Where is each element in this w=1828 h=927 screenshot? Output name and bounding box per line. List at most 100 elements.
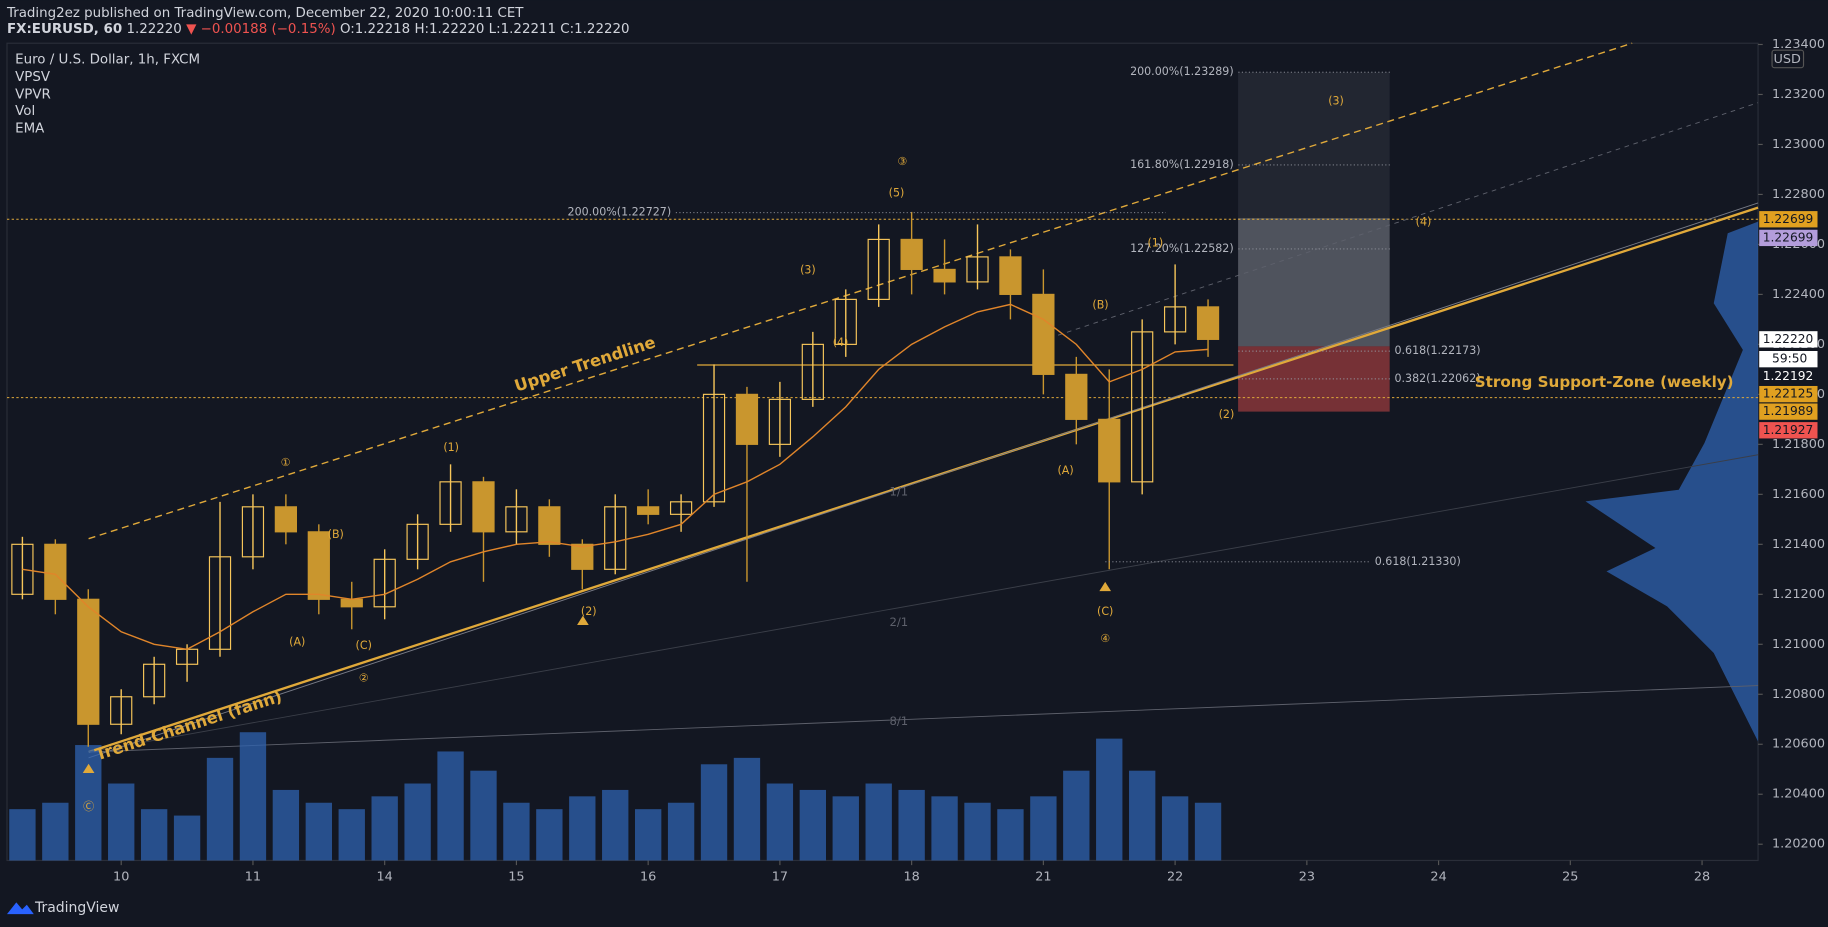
candle-body xyxy=(11,543,34,595)
y-tick-label: 1.21800 xyxy=(1772,437,1825,452)
candle-body xyxy=(637,506,660,515)
fan-label: 1/1 xyxy=(889,485,908,499)
volume-bar xyxy=(206,757,234,861)
wave: (1) xyxy=(443,441,459,454)
fan-line xyxy=(88,685,1759,753)
x-tick-label: 24 xyxy=(1430,869,1446,884)
fib-label: 0.382(1.22062) xyxy=(1395,372,1481,385)
footer-text: TradingView xyxy=(34,900,119,916)
x-tick-label: 22 xyxy=(1167,869,1183,884)
last: 1.22220 xyxy=(126,22,181,37)
volume-bar xyxy=(602,789,629,861)
x-tick-label: 11 xyxy=(245,869,261,884)
wave: (5) xyxy=(889,187,905,200)
price-label: 1.22220 xyxy=(1763,332,1814,346)
volume-bar xyxy=(634,809,662,861)
volume-bar xyxy=(371,796,398,861)
footer: TradingView xyxy=(6,900,119,916)
fib-label: 0.618(1.22173) xyxy=(1395,344,1481,357)
candle-body xyxy=(933,268,956,283)
volume-bar xyxy=(1096,738,1123,861)
wave: (4) xyxy=(833,336,849,349)
volume-bar xyxy=(766,783,794,861)
triangle xyxy=(577,615,589,625)
candle-body xyxy=(472,481,495,533)
wave: Ⓒ xyxy=(83,800,94,813)
wave: (C) xyxy=(1097,605,1113,618)
candle-body xyxy=(44,543,67,600)
volume-bar xyxy=(503,802,530,861)
candle-body xyxy=(1131,331,1154,483)
c: C:1.22220 xyxy=(560,22,629,37)
volume-bar xyxy=(305,802,332,861)
change: ▼ −0.00188 (−0.15%) xyxy=(186,22,336,37)
volume-bar xyxy=(733,757,761,861)
candle-body xyxy=(735,393,759,445)
y-tick-label: 1.23200 xyxy=(1772,87,1825,102)
candle-body xyxy=(208,556,232,650)
triangle xyxy=(82,763,95,774)
volume-bar xyxy=(898,789,925,861)
candle-body xyxy=(406,523,429,560)
volume-bar xyxy=(1063,770,1090,861)
candle-body xyxy=(505,506,528,533)
candle-body xyxy=(439,481,462,525)
wave: (B) xyxy=(1092,299,1108,312)
volume-bar xyxy=(997,809,1024,861)
y-tick-label: 1.21000 xyxy=(1772,637,1825,652)
volume-bar xyxy=(239,732,267,861)
y-tick-label: 1.20800 xyxy=(1772,687,1825,702)
wave: (3) xyxy=(1328,95,1344,108)
x-tick-label: 21 xyxy=(1035,869,1051,884)
legend-item: EMA xyxy=(15,121,45,136)
candle-body xyxy=(834,298,857,345)
candle-body xyxy=(1065,373,1088,420)
candle-body xyxy=(340,598,363,608)
fib-label: 0.618(1.21330) xyxy=(1375,555,1461,568)
volume-bar xyxy=(1161,796,1189,861)
candle-body xyxy=(1098,418,1121,483)
candle-body xyxy=(768,398,792,445)
candle-body xyxy=(1163,306,1187,333)
x-tick-label: 25 xyxy=(1562,869,1578,884)
y-tick-label: 1.23000 xyxy=(1772,137,1825,152)
volume-bar xyxy=(536,809,563,861)
y-tick-label: 1.22400 xyxy=(1772,287,1825,302)
countdown: 59:50 xyxy=(1772,352,1807,366)
upper-trendline xyxy=(88,42,1633,540)
candle-body xyxy=(110,696,133,725)
legend-item: VPVR xyxy=(15,88,51,103)
wave: (3) xyxy=(800,264,816,277)
candle-body xyxy=(801,343,824,400)
mid-line xyxy=(1049,102,1759,339)
candle-body xyxy=(373,558,396,608)
x-tick-label: 23 xyxy=(1299,869,1315,884)
stop-box xyxy=(1238,346,1390,412)
price-label-bg xyxy=(1759,422,1818,439)
candle-body xyxy=(274,506,298,533)
candle-body xyxy=(77,598,100,725)
candle-body xyxy=(966,256,989,283)
price-label: 1.22699 xyxy=(1763,230,1814,244)
candle-body xyxy=(143,663,166,698)
triangle xyxy=(1099,581,1112,592)
ema-line xyxy=(22,303,1209,651)
price-label-bg xyxy=(1759,211,1818,228)
volume-bar xyxy=(338,809,365,861)
wave: (4) xyxy=(1416,216,1432,229)
volume-bar xyxy=(108,783,135,861)
wave: ① xyxy=(281,456,291,469)
x-tick-label: 15 xyxy=(508,869,524,884)
volume-bar xyxy=(173,815,201,861)
y-tick-label: 1.21400 xyxy=(1772,537,1825,552)
symbol: FX:EURUSD, 60 xyxy=(7,22,122,37)
fib-label: 200.00%(1.22727) xyxy=(568,206,672,219)
volume-bar xyxy=(470,770,497,861)
volume-bar xyxy=(1194,802,1222,861)
x-tick-label: 17 xyxy=(772,869,788,884)
fan-line xyxy=(88,202,1759,759)
h: H:1.22220 xyxy=(414,22,484,37)
candle-body xyxy=(1032,293,1055,375)
l: L:1.22211 xyxy=(489,22,556,37)
